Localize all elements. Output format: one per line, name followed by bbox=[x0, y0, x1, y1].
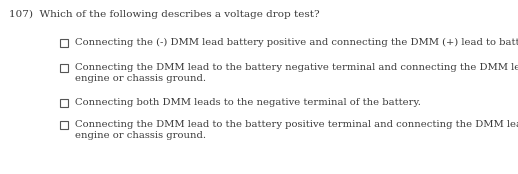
Text: Connecting the DMM lead to the battery negative terminal and connecting the DMM : Connecting the DMM lead to the battery n… bbox=[75, 63, 518, 84]
Bar bbox=[60, 121, 67, 129]
Text: 107)  Which of the following describes a voltage drop test?: 107) Which of the following describes a … bbox=[9, 10, 320, 19]
Text: Connecting the DMM lead to the battery positive terminal and connecting the DMM : Connecting the DMM lead to the battery p… bbox=[75, 120, 518, 140]
Bar bbox=[60, 64, 67, 72]
Text: Connecting both DMM leads to the negative terminal of the battery.: Connecting both DMM leads to the negativ… bbox=[75, 98, 421, 107]
Bar bbox=[60, 39, 67, 47]
Text: Connecting the (-) DMM lead battery positive and connecting the DMM (+) lead to : Connecting the (-) DMM lead battery posi… bbox=[75, 38, 518, 47]
Bar bbox=[60, 99, 67, 107]
